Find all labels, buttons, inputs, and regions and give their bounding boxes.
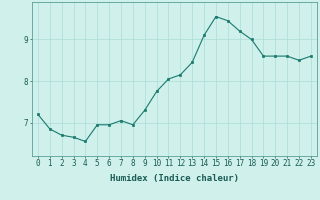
X-axis label: Humidex (Indice chaleur): Humidex (Indice chaleur) — [110, 174, 239, 183]
